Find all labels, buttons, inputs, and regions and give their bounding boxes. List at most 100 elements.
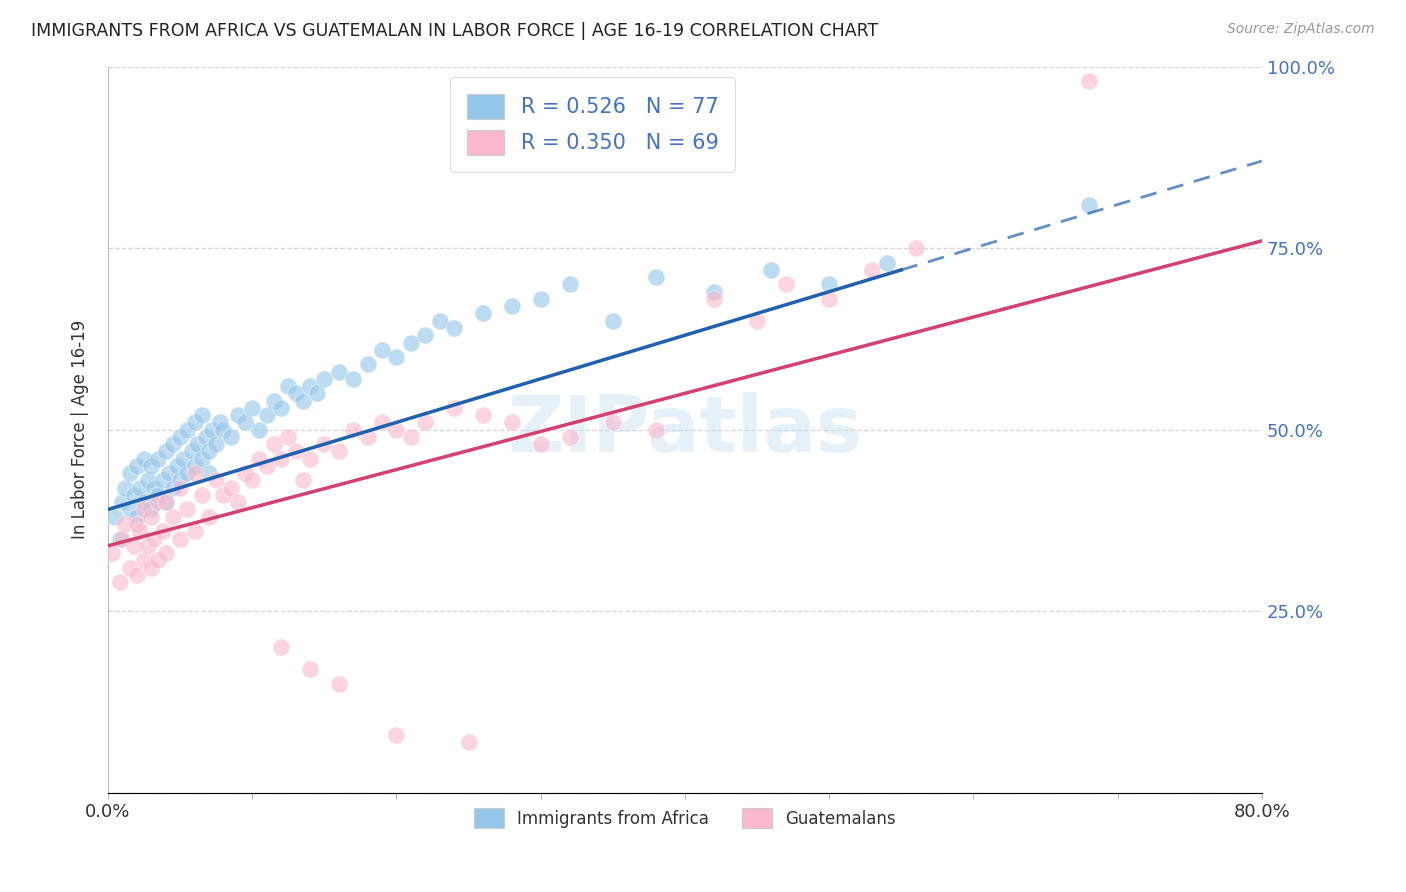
Point: [291, 474, 314, 488]
Point: [155, 495, 177, 509]
Point: [212, 423, 235, 437]
Point: [169, 430, 191, 444]
Point: [307, 386, 329, 401]
Point: [314, 437, 336, 451]
Point: [263, 437, 285, 451]
Point: [176, 502, 198, 516]
Point: [162, 509, 184, 524]
Point: [118, 502, 141, 516]
Point: [249, 451, 271, 466]
Point: [166, 458, 188, 473]
Point: [501, 416, 523, 430]
Point: [385, 728, 408, 742]
Point: [141, 458, 163, 473]
Point: [169, 532, 191, 546]
Point: [143, 532, 166, 546]
Point: [190, 451, 212, 466]
Point: [443, 321, 465, 335]
Point: [270, 640, 292, 655]
Point: [291, 393, 314, 408]
Point: [818, 277, 841, 292]
Point: [328, 444, 350, 458]
Point: [263, 393, 285, 408]
Point: [328, 365, 350, 379]
Point: [125, 458, 148, 473]
Legend: Immigrants from Africa, Guatemalans: Immigrants from Africa, Guatemalans: [467, 802, 903, 835]
Point: [399, 335, 422, 350]
Point: [256, 408, 278, 422]
Point: [101, 546, 124, 560]
Point: [876, 255, 898, 269]
Point: [298, 662, 321, 676]
Point: [152, 474, 174, 488]
Point: [148, 451, 170, 466]
Point: [602, 314, 624, 328]
Point: [1077, 74, 1099, 88]
Point: [132, 553, 155, 567]
Point: [212, 488, 235, 502]
Point: [399, 430, 422, 444]
Point: [501, 299, 523, 313]
Point: [186, 437, 208, 451]
Point: [226, 408, 249, 422]
Point: [148, 495, 170, 509]
Point: [233, 416, 256, 430]
Point: [132, 502, 155, 516]
Point: [132, 495, 155, 509]
Point: [157, 466, 180, 480]
Point: [143, 481, 166, 495]
Point: [745, 314, 768, 328]
Point: [169, 481, 191, 495]
Point: [155, 444, 177, 458]
Point: [183, 524, 205, 539]
Point: [1077, 197, 1099, 211]
Point: [342, 372, 364, 386]
Point: [356, 357, 378, 371]
Point: [457, 735, 479, 749]
Text: IMMIGRANTS FROM AFRICA VS GUATEMALAN IN LABOR FORCE | AGE 16-19 CORRELATION CHAR: IMMIGRANTS FROM AFRICA VS GUATEMALAN IN …: [31, 22, 879, 40]
Point: [530, 437, 553, 451]
Point: [190, 408, 212, 422]
Point: [122, 539, 145, 553]
Point: [183, 416, 205, 430]
Point: [342, 423, 364, 437]
Point: [413, 328, 436, 343]
Point: [111, 495, 134, 509]
Point: [176, 466, 198, 480]
Point: [226, 495, 249, 509]
Point: [256, 458, 278, 473]
Point: [314, 372, 336, 386]
Point: [148, 553, 170, 567]
Point: [761, 263, 783, 277]
Point: [138, 539, 160, 553]
Point: [472, 306, 495, 320]
Point: [198, 466, 221, 480]
Point: [219, 430, 242, 444]
Point: [138, 474, 160, 488]
Point: [125, 509, 148, 524]
Point: [180, 444, 202, 458]
Text: ZIPatlas: ZIPatlas: [508, 392, 862, 467]
Point: [298, 451, 321, 466]
Point: [114, 481, 136, 495]
Point: [108, 575, 131, 590]
Point: [530, 292, 553, 306]
Point: [201, 423, 224, 437]
Point: [141, 560, 163, 574]
Point: [198, 509, 221, 524]
Point: [104, 509, 127, 524]
Point: [108, 532, 131, 546]
Point: [205, 474, 228, 488]
Point: [209, 416, 232, 430]
Point: [703, 285, 725, 299]
Point: [132, 451, 155, 466]
Point: [249, 423, 271, 437]
Point: [703, 292, 725, 306]
Point: [190, 488, 212, 502]
Point: [558, 430, 581, 444]
Point: [371, 343, 394, 357]
Point: [169, 474, 191, 488]
Point: [176, 423, 198, 437]
Point: [233, 466, 256, 480]
Point: [118, 560, 141, 574]
